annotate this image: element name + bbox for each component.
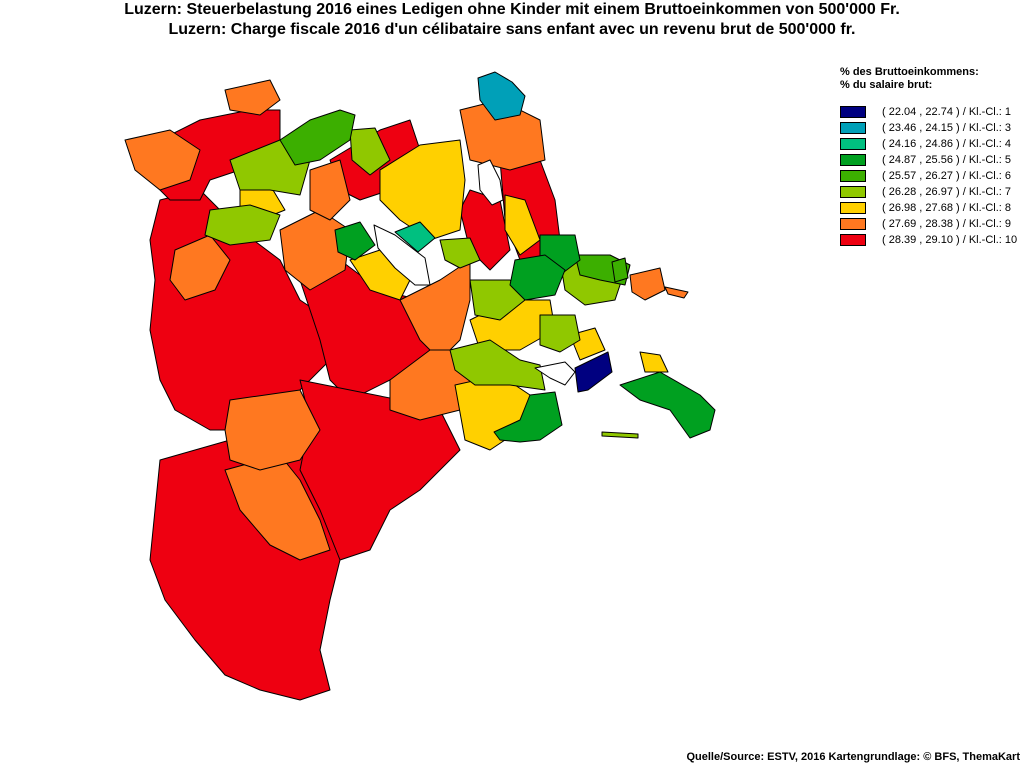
region-orange-northwest (124, 129, 201, 191)
region-orange-southwest (224, 389, 321, 471)
region-lightgreen-west (204, 204, 281, 246)
legend-item: ( 24.87 , 25.56 ) / Kl.-Cl.: 5 (840, 152, 1017, 168)
region-lightgreen-north (349, 127, 391, 176)
lake-sempach (373, 224, 431, 286)
legend-item: ( 23.46 , 24.15 ) / Kl.-Cl.: 3 (840, 120, 1017, 136)
region-darkgreen-south (493, 391, 563, 443)
lake-lucerne (534, 361, 576, 386)
lake-baldegg (477, 159, 504, 206)
legend-item: ( 27.69 , 28.38 ) / Kl.-Cl.: 9 (840, 216, 1017, 232)
region-navy-southeast (574, 351, 613, 393)
legend-swatch (840, 154, 866, 166)
region-green-east-small (611, 257, 629, 283)
region-orange-north (224, 79, 281, 116)
legend-swatch (840, 234, 866, 246)
legend-label: ( 26.98 , 27.68 ) / Kl.-Cl.: 8 (882, 202, 1012, 214)
legend-item: ( 26.98 , 27.68 ) / Kl.-Cl.: 8 (840, 200, 1017, 216)
region-yellow-north (379, 139, 466, 241)
region-lightgreen-exclave (601, 431, 639, 439)
legend-label: ( 24.87 , 25.56 ) / Kl.-Cl.: 5 (882, 154, 1012, 166)
legend-item: ( 28.39 , 29.10 ) / Kl.-Cl.: 10 (840, 232, 1017, 248)
region-orange-east (629, 267, 666, 301)
region-orange-north-center (309, 159, 351, 221)
legend-item: ( 24.16 , 24.86 ) / Kl.-Cl.: 4 (840, 136, 1017, 152)
region-orange-center (399, 259, 471, 361)
legend-label: ( 28.39 , 29.10 ) / Kl.-Cl.: 10 (882, 234, 1018, 246)
legend-label: ( 26.28 , 26.97 ) / Kl.-Cl.: 7 (882, 186, 1012, 198)
region-yellow-west-lake (349, 249, 411, 301)
legend-swatch (840, 218, 866, 230)
region-darkgreen-southeast (619, 371, 716, 439)
region-yellow-east (504, 194, 541, 256)
legend-label: ( 27.69 , 28.38 ) / Kl.-Cl.: 9 (882, 218, 1012, 230)
region-yellow-east-small (639, 351, 669, 373)
region-orange-east-tip (664, 286, 689, 299)
region-cyan-northeast (477, 71, 526, 121)
legend-label: ( 22.04 , 22.74 ) / Kl.-Cl.: 1 (882, 106, 1012, 118)
legend-item: ( 26.28 , 26.97 ) / Kl.-Cl.: 7 (840, 184, 1017, 200)
region-lightgreen-center-north (439, 237, 481, 269)
map-title-german: Luzern: Steuerbelastung 2016 eines Ledig… (124, 1, 900, 18)
legend-swatch (840, 106, 866, 118)
legend-label: ( 25.57 , 26.27 ) / Kl.-Cl.: 6 (882, 170, 1012, 182)
legend-swatch (840, 202, 866, 214)
legend-swatch (840, 138, 866, 150)
map-title-french: Luzern: Charge fiscale 2016 d'un célibat… (168, 21, 856, 38)
legend-label: ( 24.16 , 24.86 ) / Kl.-Cl.: 4 (882, 138, 1012, 150)
legend-swatch (840, 170, 866, 182)
legend-item: ( 25.57 , 26.27 ) / Kl.-Cl.: 6 (840, 168, 1017, 184)
legend-item: ( 22.04 , 22.74 ) / Kl.-Cl.: 1 (840, 104, 1017, 120)
legend-label: ( 23.46 , 24.15 ) / Kl.-Cl.: 3 (882, 122, 1012, 134)
region-lightgreen-center (449, 339, 546, 391)
region-lightgreen-east-mid (469, 279, 526, 321)
legend-swatch (840, 186, 866, 198)
source-credit: Quelle/Source: ESTV, 2016 Kartengrundlag… (686, 751, 1020, 763)
region-lightgreen-southeast (539, 314, 581, 353)
region-green-north (279, 109, 356, 166)
legend-heading-german: % des Bruttoeinkommens: (840, 66, 979, 78)
legend: ( 22.04 , 22.74 ) / Kl.-Cl.: 1 ( 23.46 ,… (840, 104, 1017, 248)
region-tealgreen-north (394, 221, 436, 253)
region-darkgreen-west-lake (334, 221, 376, 261)
region-darkgreen-east-center (509, 254, 566, 301)
legend-swatch (840, 122, 866, 134)
legend-heading-french: % du salaire brut: (840, 79, 933, 91)
